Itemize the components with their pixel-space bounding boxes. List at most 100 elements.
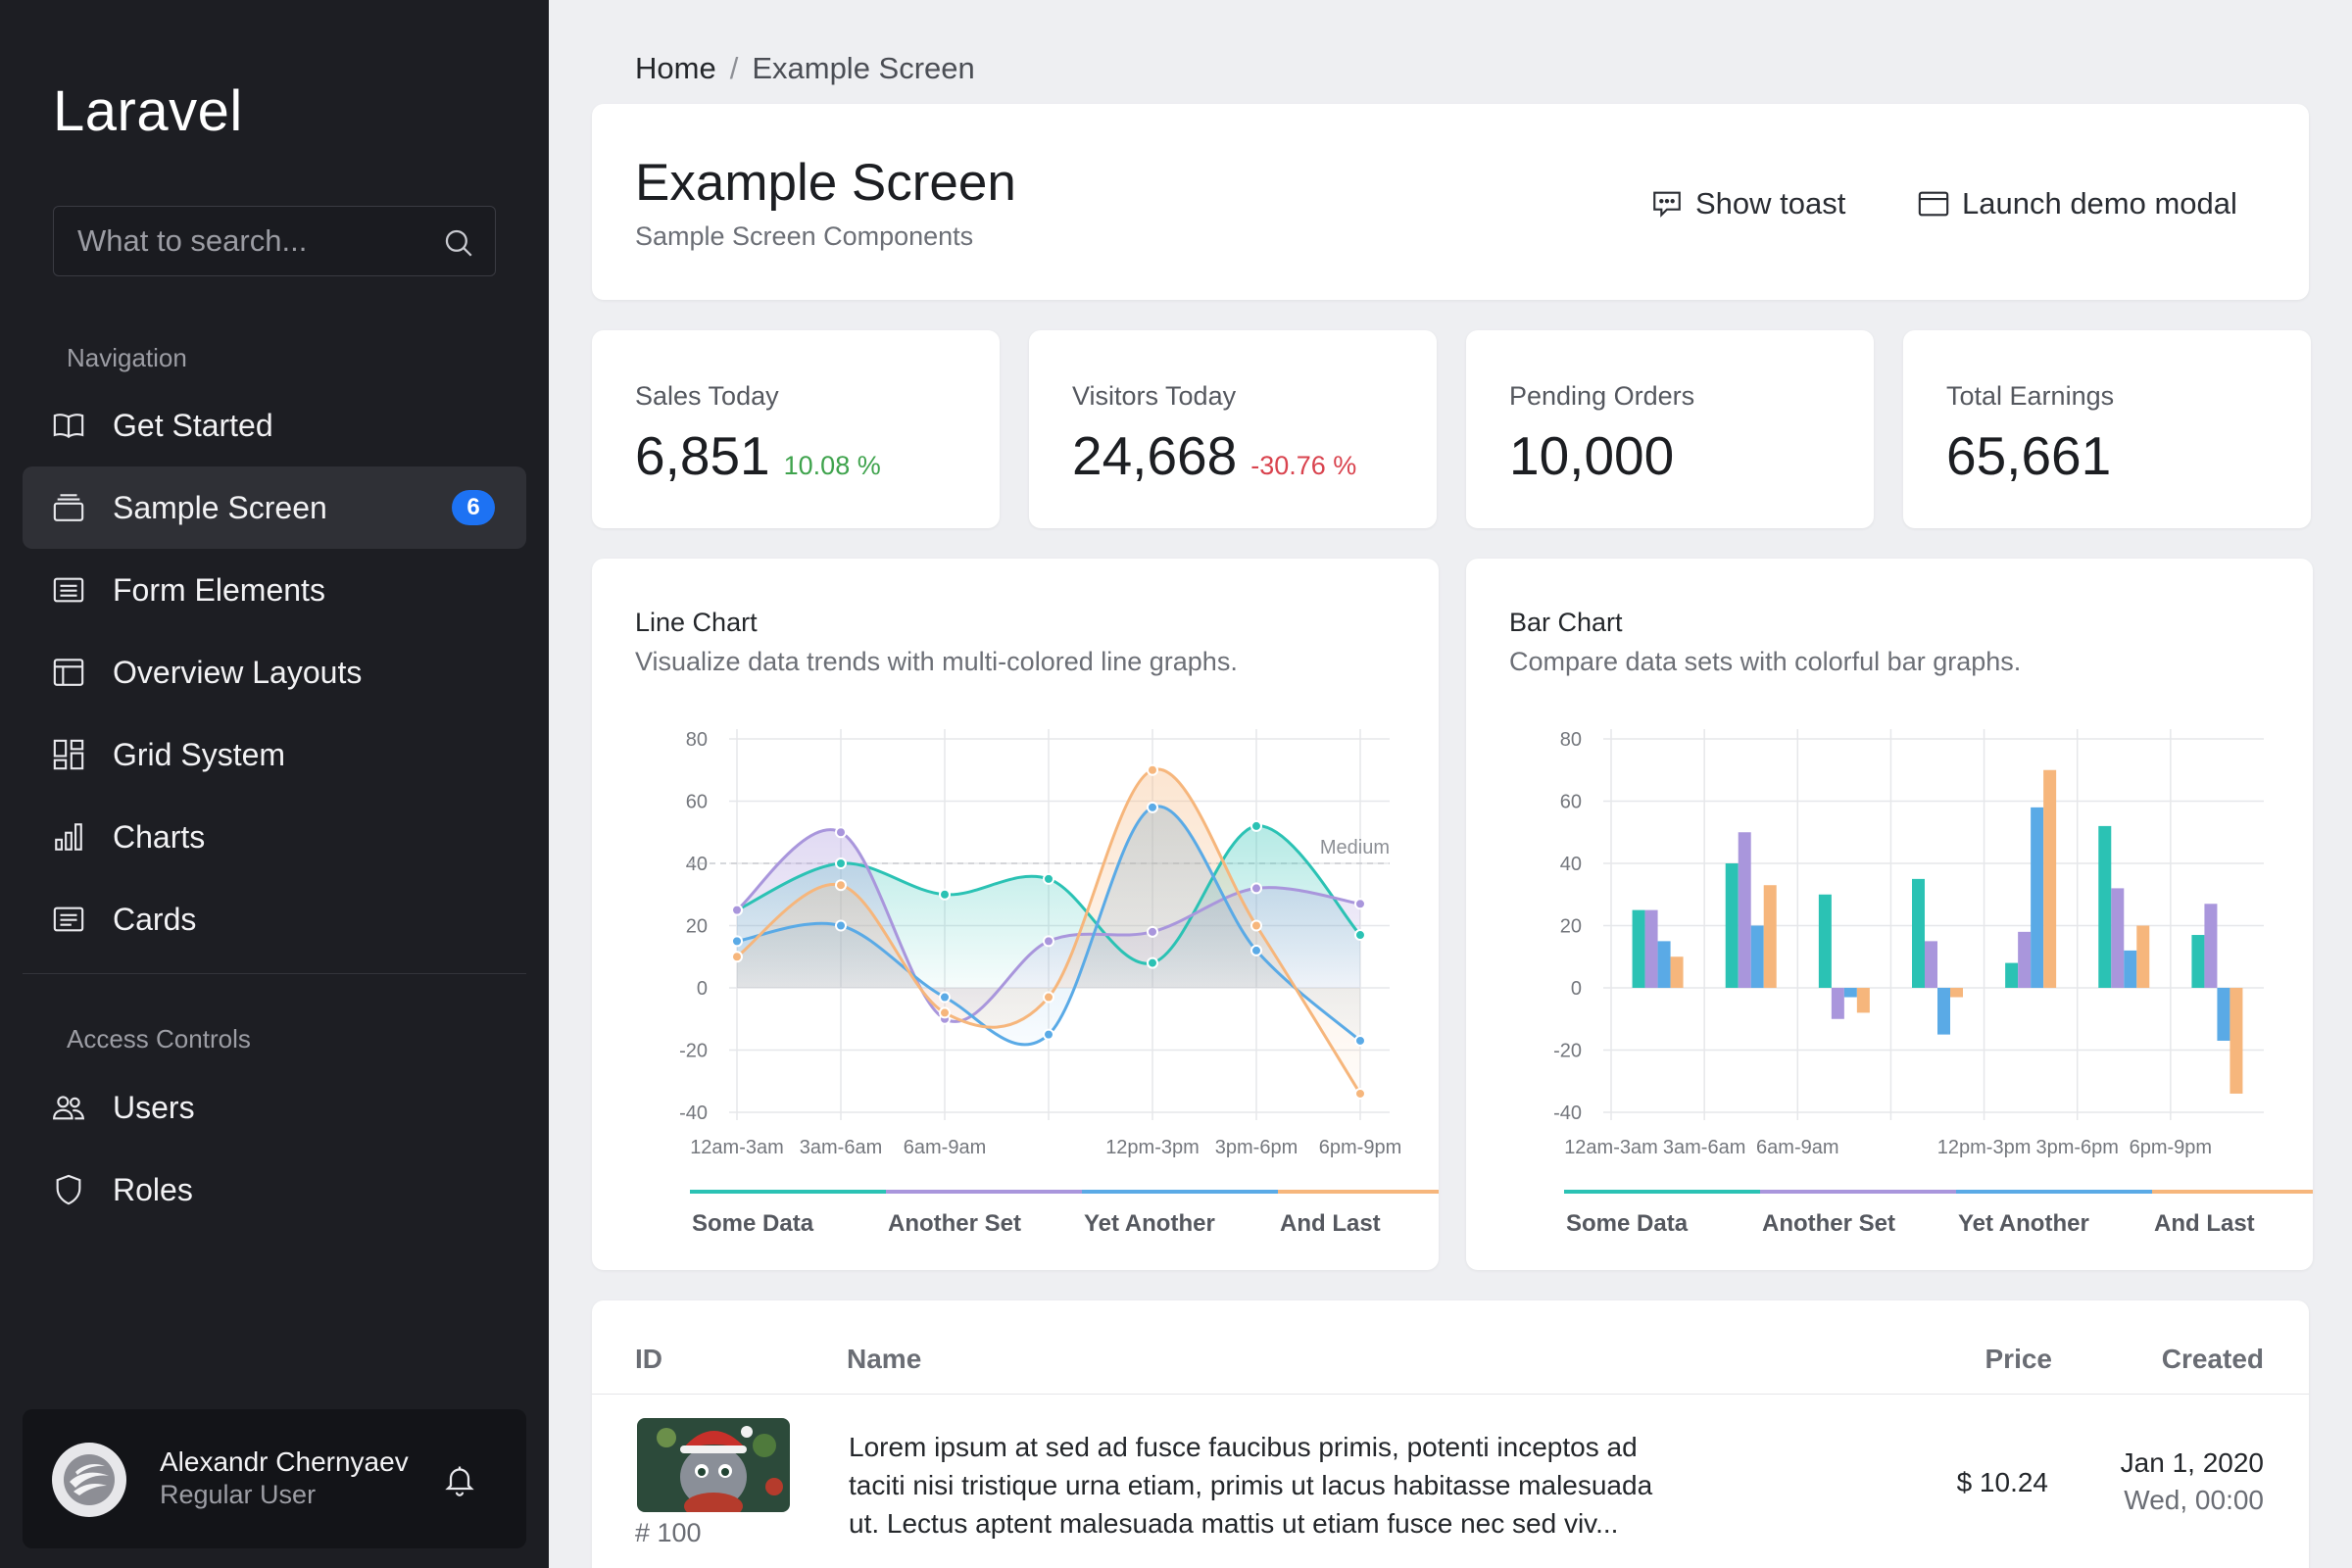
legend-label: Another Set	[1762, 1210, 1895, 1237]
grid-icon	[53, 739, 84, 770]
x-tick-label: 12pm-3pm	[1105, 1137, 1200, 1158]
data-point	[939, 1006, 951, 1019]
data-point	[731, 935, 743, 948]
stat-card-sales: Sales Today 6,851 10.08 %	[592, 330, 1000, 528]
x-tick-label: 3am-6am	[800, 1137, 882, 1158]
user-name: Alexandr Chernyaev	[160, 1446, 409, 1477]
bar	[1937, 988, 1950, 1035]
row-date: Jan 1, 2020	[2120, 1447, 2264, 1478]
x-tick-label: 12am-3am	[1564, 1137, 1658, 1158]
show-toast-label: Show toast	[1695, 186, 1846, 220]
sidebar-item-label: Overview Layouts	[113, 654, 363, 690]
bar	[2031, 807, 2044, 988]
nav-heading: Navigation	[67, 343, 187, 372]
row-price: $ 10.24	[1956, 1467, 2048, 1497]
stat-label: Pending Orders	[1509, 381, 1695, 411]
list-icon	[53, 577, 84, 603]
bar	[2204, 904, 2218, 988]
x-tick-label: 6am-9am	[904, 1137, 986, 1158]
bar	[2124, 950, 2137, 988]
x-tick-label: 3pm-6pm	[2035, 1137, 2118, 1158]
row-id: # 100	[635, 1518, 702, 1547]
stat-number: 24,668	[1072, 425, 1238, 486]
sidebar-item-label: Grid System	[113, 736, 286, 772]
user-profile[interactable]: Alexandr Chernyaev Regular User	[23, 1409, 526, 1548]
stat-value: 10,000	[1509, 424, 1674, 487]
bell-icon[interactable]	[442, 1460, 477, 1499]
sidebar-item-grid-system[interactable]: Grid System	[23, 713, 526, 796]
row-name[interactable]: Lorem ipsum at sed ad fusce faucibus pri…	[849, 1432, 1653, 1539]
x-tick-label: 6pm-9pm	[2130, 1137, 2212, 1158]
column-header-created[interactable]: Created	[2161, 1344, 2264, 1374]
chart-title: Bar Chart	[1509, 608, 1623, 637]
column-header-id[interactable]: ID	[635, 1344, 662, 1374]
stat-label: Visitors Today	[1072, 381, 1237, 411]
page-subtitle: Sample Screen Components	[635, 221, 974, 251]
sidebar-item-form-elements[interactable]: Form Elements	[23, 549, 526, 631]
data-point	[835, 919, 847, 932]
products-table: ID Name Price Created # 100 Lorem ipsum …	[592, 1300, 2309, 1568]
y-tick-label: 60	[1560, 792, 1582, 813]
launch-modal-label: Launch demo modal	[1962, 186, 2237, 220]
sidebar-item-roles[interactable]: Roles	[23, 1149, 526, 1231]
sidebar-item-cards[interactable]: Cards	[23, 878, 526, 960]
data-point	[1250, 919, 1262, 932]
search-box	[53, 206, 496, 276]
notification-badge: 6	[452, 490, 495, 525]
y-tick-label: 0	[1571, 978, 1582, 1000]
data-point	[1043, 991, 1054, 1004]
data-point	[1043, 1028, 1054, 1041]
column-header-price[interactable]: Price	[1984, 1344, 2053, 1374]
y-tick-label: 0	[697, 978, 708, 1000]
y-tick-label: 20	[1560, 916, 1582, 938]
breadcrumb-current: Example Screen	[752, 51, 975, 85]
data-point	[1250, 882, 1262, 895]
x-tick-label: 3am-6am	[1663, 1137, 1745, 1158]
sidebar-item-label: Charts	[113, 818, 206, 855]
column-header-name[interactable]: Name	[847, 1344, 922, 1374]
bar	[1925, 941, 1937, 988]
chat-icon	[1653, 191, 1681, 218]
breadcrumb-home[interactable]: Home	[635, 51, 716, 85]
bar	[2043, 769, 2057, 988]
bar	[1725, 863, 1739, 988]
header-divider	[592, 1394, 2309, 1395]
bar	[1912, 878, 1925, 988]
bar	[1763, 885, 1777, 988]
row-time: Wed, 00:00	[2124, 1485, 2264, 1515]
sidebar-item-sample-screen[interactable]: Sample Screen 6	[23, 466, 526, 549]
stat-number: 10,000	[1509, 425, 1675, 486]
bar	[1831, 988, 1844, 1019]
sidebar-item-overview-layouts[interactable]: Overview Layouts	[23, 631, 526, 713]
bar	[2230, 988, 2243, 1094]
search-icon[interactable]	[442, 226, 475, 260]
launch-modal-button[interactable]: Launch demo modal	[1917, 186, 2237, 221]
window-icon	[1918, 191, 1949, 217]
data-point	[1043, 935, 1054, 948]
bar	[1670, 956, 1684, 988]
data-point	[1043, 872, 1054, 885]
line-chart-card: Line Chart Visualize data trends with mu…	[592, 559, 1439, 1270]
y-tick-label: -20	[1553, 1041, 1582, 1062]
x-tick-label: 12pm-3pm	[1937, 1137, 2032, 1158]
legend-label: Some Data	[1566, 1210, 1689, 1237]
x-tick-label: 12am-3am	[690, 1137, 784, 1158]
data-point	[835, 879, 847, 892]
show-toast-button[interactable]: Show toast	[1650, 186, 1845, 221]
sidebar-divider	[23, 973, 526, 974]
brand-logo[interactable]: Laravel	[53, 79, 243, 143]
bar	[1632, 909, 1645, 988]
bar	[1657, 941, 1671, 988]
chart-title: Line Chart	[635, 608, 758, 637]
y-tick-label: 40	[686, 854, 708, 875]
y-tick-label: 60	[686, 792, 708, 813]
legend-label: Some Data	[692, 1210, 814, 1237]
sidebar-item-users[interactable]: Users	[23, 1066, 526, 1149]
sidebar-item-get-started[interactable]: Get Started	[23, 384, 526, 466]
window-icon	[53, 659, 84, 686]
y-tick-label: -20	[679, 1041, 708, 1062]
sidebar-item-charts[interactable]: Charts	[23, 796, 526, 878]
data-point	[1147, 763, 1158, 776]
stat-card-pending-orders: Pending Orders 10,000	[1466, 330, 1874, 528]
search-input[interactable]	[54, 207, 426, 275]
